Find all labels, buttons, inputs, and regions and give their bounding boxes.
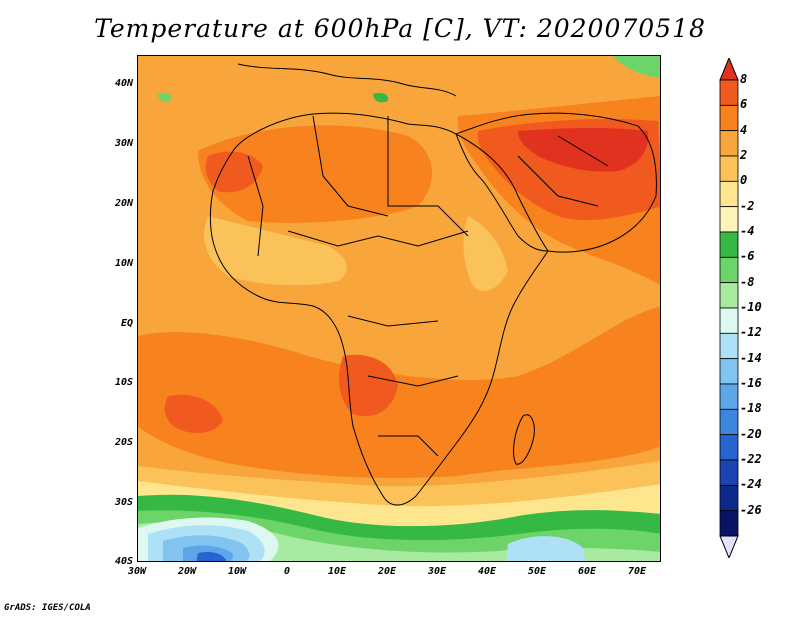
- colorbar-label: -12: [740, 325, 762, 340]
- lon-label-10e: 10E: [327, 566, 347, 577]
- map-field-hot-angola: [339, 354, 398, 417]
- colorbar-label: 4: [740, 122, 748, 137]
- colorbar-label: 8: [740, 72, 748, 86]
- border-line-6: [367, 375, 459, 387]
- lat-label-eq: EQ: [120, 318, 133, 329]
- colorbar-swatch: [719, 155, 739, 182]
- colorbar-swatch: [719, 130, 739, 157]
- colorbar-label: -8: [740, 274, 755, 289]
- map-field-hot-atlantic-equatorial: [138, 334, 213, 383]
- colorbar-label: -10: [740, 300, 762, 314]
- map-title: Temperature at 600hPa [C], VT: 202007051…: [94, 14, 706, 43]
- colorbar-swatch: [719, 459, 739, 486]
- colorbar-bottom-arrow: [719, 535, 739, 558]
- border-line-3: [387, 116, 438, 207]
- colorbar-label: -6: [740, 249, 755, 264]
- map-field-mild-east-africa: [463, 216, 508, 291]
- map-field-warm-southern-africa: [138, 306, 660, 478]
- lat-label-30s: 30S: [114, 497, 133, 508]
- lat-label-20s: 20S: [114, 437, 133, 448]
- colorbar-swatch: [719, 206, 739, 233]
- lat-label-10n: 10N: [114, 258, 133, 269]
- map-field-darkblue-southwest: [196, 551, 226, 561]
- lat-label-20n: 20N: [114, 198, 133, 209]
- temperature-map: [137, 55, 661, 562]
- lon-label-20w: 20W: [177, 566, 197, 577]
- colorbar-swatch: [719, 256, 739, 284]
- colorbar-label: -26: [740, 502, 762, 517]
- map-field-warm-west-africa: [198, 125, 432, 223]
- lon-label-60e: 60E: [577, 566, 597, 577]
- colorbar-label: -24: [740, 477, 762, 492]
- arabia-coastline: [454, 112, 657, 253]
- map-field-green-atlantic-north: [158, 92, 172, 102]
- madagascar-coastline: [513, 414, 535, 465]
- lon-label-70e: 70E: [627, 566, 647, 577]
- map-field-lightblue-southeast: [506, 536, 586, 561]
- lat-label-30n: 30N: [114, 138, 133, 149]
- colorbar-swatch: [719, 180, 739, 208]
- colorbar-label: -4: [740, 224, 755, 238]
- colorbar-label: 0: [740, 173, 748, 188]
- colorbar-label: -18: [740, 401, 762, 416]
- map-field-hot-west-sahara: [205, 151, 263, 193]
- map-field-mild-sahel: [204, 216, 347, 286]
- colorbar-top-arrow: [719, 58, 739, 81]
- africa-coastline: [209, 112, 549, 506]
- border-line-2: [312, 115, 389, 217]
- lon-label-30w: 30W: [127, 566, 147, 577]
- lon-label-30e: 30E: [427, 566, 447, 577]
- lat-label-40s: 40S: [114, 556, 133, 567]
- colorbar-label: -16: [740, 376, 762, 390]
- lon-label-20e: 20E: [377, 566, 397, 577]
- lat-label-10s: 10S: [114, 377, 133, 388]
- colorbar-swatch: [719, 307, 739, 334]
- mediterranean-north-coast: [237, 63, 457, 97]
- colorbar-label: 6: [740, 97, 748, 112]
- colorbar-swatch: [719, 79, 739, 106]
- border-line-10: [557, 135, 609, 167]
- lat-label-40n: 40N: [114, 78, 133, 89]
- colorbar-swatch: [719, 484, 739, 512]
- colorbar-swatch: [719, 434, 739, 461]
- lon-label-50e: 50E: [527, 566, 547, 577]
- lon-label-10w: 10W: [227, 566, 247, 577]
- map-field-hottest-persian-gulf: [518, 127, 649, 172]
- colorbar-swatch: [719, 510, 739, 537]
- colorbar-label: 2: [740, 148, 748, 162]
- border-line-9: [517, 155, 599, 207]
- lon-label-40e: 40E: [477, 566, 497, 577]
- border-line-4: [287, 230, 469, 247]
- colorbar-swatch: [719, 104, 739, 132]
- software-credit: GrADS: IGES/COLA: [4, 603, 91, 613]
- map-field-green-northeast: [613, 56, 660, 78]
- colorbar-label: -2: [740, 198, 755, 213]
- colorbar-swatch: [719, 358, 739, 385]
- colorbar-swatch: [719, 383, 739, 410]
- colorbar-label: -22: [740, 452, 762, 466]
- border-line-5: [347, 315, 439, 327]
- colorbar-swatch: [719, 282, 739, 309]
- border-line-7: [378, 435, 439, 457]
- border-line-1: [247, 155, 264, 257]
- map-field-green-balkans: [373, 92, 389, 103]
- border-line-8: [437, 205, 469, 237]
- colorbar-label: -14: [740, 350, 762, 365]
- colorbar-swatch: [719, 231, 739, 258]
- colorbar-swatch: [719, 332, 739, 360]
- map-canvas: [138, 56, 660, 561]
- lon-label-0: 0: [283, 566, 291, 577]
- colorbar-label: -20: [740, 426, 762, 441]
- colorbar: [719, 58, 739, 558]
- coastlines: [209, 63, 657, 506]
- map-field-hot-atlantic-south: [164, 394, 223, 433]
- colorbar-swatch: [719, 408, 739, 436]
